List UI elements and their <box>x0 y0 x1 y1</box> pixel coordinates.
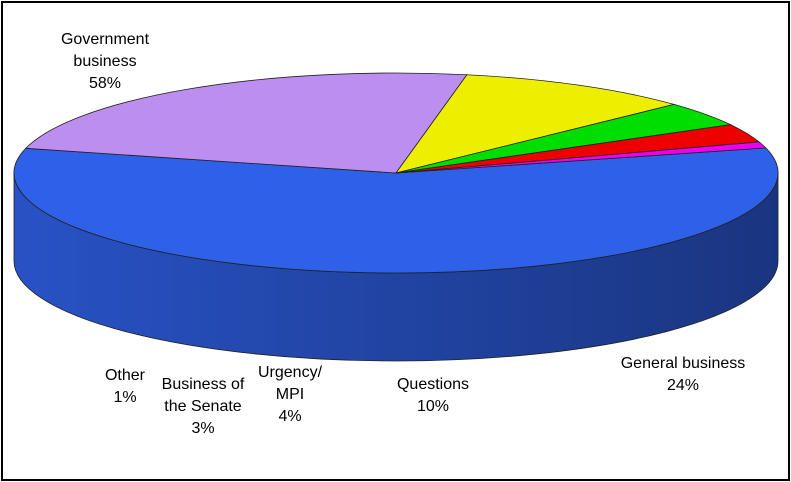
label-line: business <box>73 53 137 70</box>
label-urgency-mpi: Urgency/ MPI 4% <box>245 362 335 428</box>
label-line: Government <box>60 31 150 48</box>
label-value: 3% <box>191 420 215 437</box>
pie-slice-government-business <box>13 147 779 274</box>
label-business-of-the-senate: Business of the Senate 3% <box>151 374 255 440</box>
pie-slice-questions <box>395 74 676 174</box>
pie-top-faces <box>13 72 779 274</box>
label-value: 24% <box>666 377 700 394</box>
label-line: General business <box>620 355 746 372</box>
label-line: Business of <box>161 376 245 393</box>
label-questions: Questions 10% <box>383 374 483 418</box>
label-other: Other 1% <box>95 365 155 409</box>
label-line: Other <box>104 367 145 384</box>
label-line: Urgency/ <box>257 364 323 381</box>
label-government-business: Government business 58% <box>35 29 175 95</box>
label-value: 4% <box>278 408 302 425</box>
label-line: MPI <box>275 386 305 403</box>
pie-slice-other <box>395 141 767 174</box>
label-line: the Senate <box>164 398 242 415</box>
label-value: 10% <box>416 398 450 415</box>
label-general-business: General business 24% <box>593 353 773 397</box>
pie-chart <box>13 72 779 362</box>
pie-slice-general-business <box>24 72 468 174</box>
label-line: Questions <box>396 376 470 393</box>
label-value: 58% <box>88 75 122 92</box>
label-value: 1% <box>113 389 137 406</box>
